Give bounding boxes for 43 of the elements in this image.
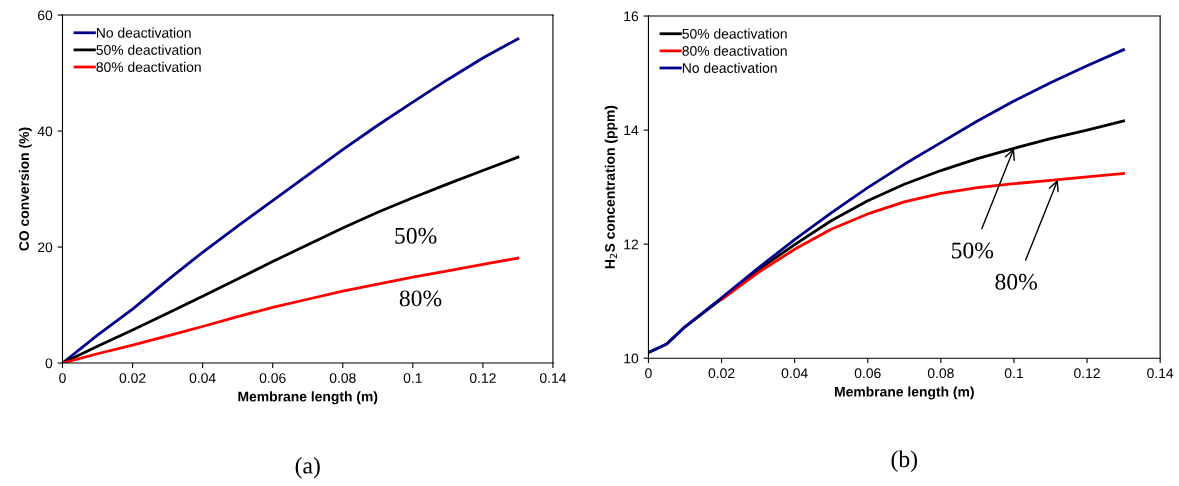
annotation: 50% bbox=[395, 227, 437, 244]
x-tick-label: 0.08 bbox=[329, 373, 356, 383]
legend-label: 80% deactivation bbox=[682, 45, 787, 56]
legend-label: 50% deactivation bbox=[682, 28, 787, 39]
x-tick-label: 0.02 bbox=[708, 368, 735, 379]
y-tick-label: 16 bbox=[624, 11, 639, 22]
annotation: 80% bbox=[399, 290, 442, 307]
y-axis-title: H$_{2}$S concentration (ppm) bbox=[604, 105, 618, 269]
x-tick-label: 0.1 bbox=[403, 373, 422, 383]
x-tick-label: 0 bbox=[59, 373, 66, 383]
legend-label: 50% deactivation bbox=[96, 44, 201, 55]
x-tick-label: 0.08 bbox=[927, 368, 954, 379]
y-tick-label: 60 bbox=[38, 10, 53, 21]
line-series bbox=[62, 256, 520, 364]
annotation: 80% bbox=[995, 273, 1037, 290]
x-tick-label: 0.04 bbox=[781, 368, 808, 379]
legend-label: No deactivation bbox=[682, 62, 777, 73]
y-tick-label: 0 bbox=[45, 358, 53, 369]
y-tick-label: 12 bbox=[624, 239, 639, 250]
x-tick-label: 0.14 bbox=[1147, 368, 1174, 379]
y-tick-label: 10 bbox=[624, 353, 639, 364]
x-tick-label: 0.04 bbox=[189, 373, 216, 383]
line-series bbox=[62, 37, 520, 364]
y-tick-label: 14 bbox=[624, 125, 639, 136]
x-tick-label: 0 bbox=[645, 368, 652, 379]
y-axis-title: CO conversion (%) bbox=[18, 127, 32, 251]
x-tick-label: 0.06 bbox=[259, 373, 286, 383]
x-axis-title: Membrane length (m) bbox=[835, 386, 974, 400]
x-tick-label: 0.12 bbox=[469, 373, 496, 383]
y-tick-label: 20 bbox=[38, 242, 53, 253]
line-series bbox=[720, 172, 1125, 301]
x-tick-label: 0.14 bbox=[539, 373, 567, 383]
legend-label: No deactivation bbox=[96, 27, 191, 38]
text: (b) bbox=[891, 450, 918, 472]
x-tick-label: 0.02 bbox=[119, 373, 146, 383]
legend-label: 80% deactivation bbox=[96, 61, 201, 72]
annotation: 50% bbox=[952, 242, 994, 259]
x-tick-label: 0.1 bbox=[1004, 368, 1023, 379]
x-axis-title: Membrane length (m) bbox=[238, 391, 378, 405]
text: (a) bbox=[295, 457, 320, 479]
y-tick-label: 40 bbox=[37, 126, 53, 137]
x-tick-label: 0.06 bbox=[854, 368, 881, 379]
x-tick-label: 0.12 bbox=[1074, 368, 1100, 379]
